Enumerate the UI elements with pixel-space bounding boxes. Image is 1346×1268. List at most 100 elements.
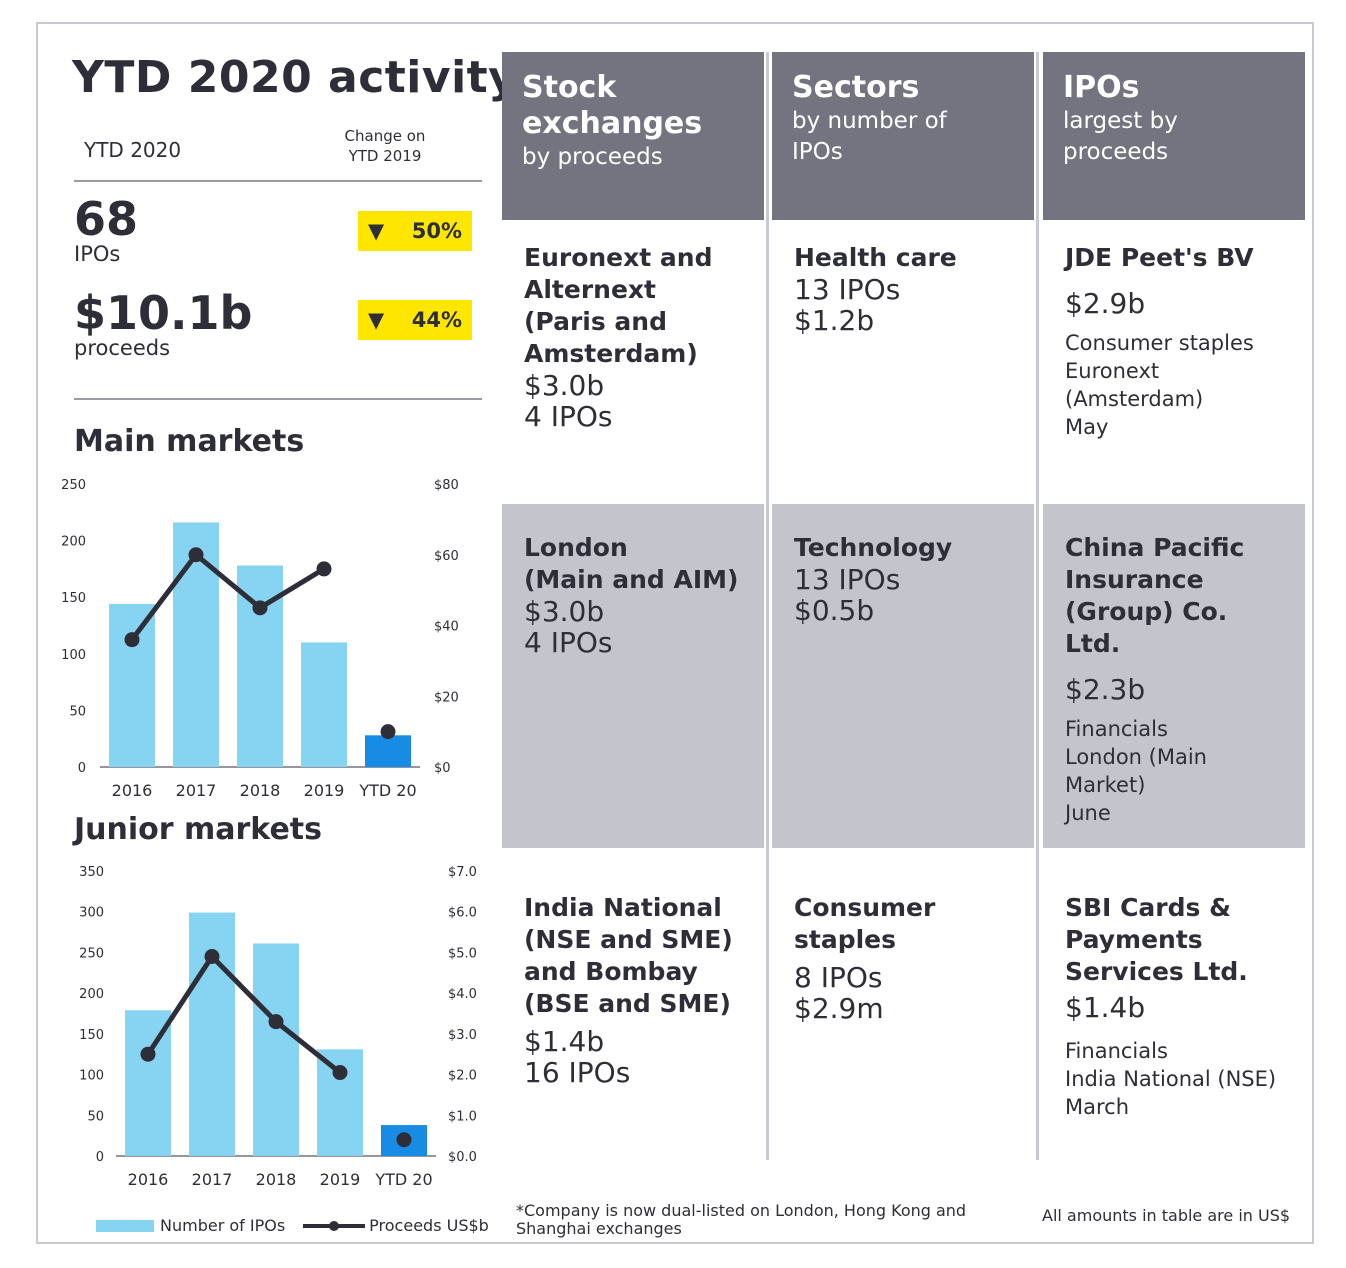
sector-name: Consumer [794, 893, 936, 922]
y-right-tick-label: $80 [434, 478, 459, 493]
ipo-proceeds: $2.3b [1065, 673, 1146, 706]
y-right-tick-label: $4.0 [448, 987, 477, 1002]
ipo-detail: March [1065, 1095, 1130, 1119]
junior-markets-chart: 0 50 100 150 200 250 300 350 $0.0 $1.0 $2.0 $3.0 $4.… [79, 865, 477, 1189]
y-left-tick-label: 150 [61, 591, 86, 606]
sector-name: Health care [794, 243, 957, 272]
y-left-tick-label: 200 [61, 535, 86, 550]
sector-ipos: 13 IPOs [794, 563, 901, 596]
y-right-tick-label: $6.0 [448, 906, 477, 921]
exchange-proceeds: $3.0b [524, 369, 605, 402]
exchange-name: (Paris and [524, 307, 667, 336]
frame-border [36, 22, 1314, 1244]
y-left-tick-label: 150 [79, 1028, 104, 1043]
proceeds-point [268, 1014, 284, 1030]
header-title: Stock [522, 70, 617, 105]
ipo-proceeds: $1.4b [1065, 991, 1146, 1024]
exchange-ipos: 16 IPOs [524, 1056, 631, 1089]
exchange-name: Euronext and [524, 243, 713, 272]
header-subtitle: by proceeds [522, 144, 663, 170]
kpi-ipos-label: IPOs [74, 242, 121, 266]
exchange-name: (Main and AIM) [524, 565, 739, 594]
ipo-cell: China Pacific Insurance (Group) Co. Ltd.… [1043, 504, 1305, 848]
x-tick-label: 2019 [304, 781, 345, 800]
y-left-tick-label: 0 [78, 761, 86, 776]
y-right-tick-label: $5.0 [448, 946, 477, 961]
legend-line-swatch [303, 1220, 366, 1231]
header-subtitle-2: IPOs [792, 139, 843, 165]
y-right-tick-label: $0.0 [448, 1150, 477, 1165]
header-subtitle: by number of [792, 108, 947, 134]
header-stock-exchanges: Stock exchanges by proceeds [502, 52, 764, 220]
header-title: Sectors [792, 70, 920, 105]
ipo-name: Services Ltd. [1065, 957, 1248, 986]
exchange-proceeds: $1.4b [524, 1025, 605, 1058]
y-left-tick-label: 100 [61, 648, 86, 663]
sector-name: staples [794, 925, 897, 954]
kpi-proceeds-change-badge: ▼ 44% [358, 300, 472, 340]
header-subtitle-2: proceeds [1063, 139, 1169, 165]
header-title-2: exchanges [522, 106, 703, 141]
sector-proceeds: $1.2b [794, 304, 875, 337]
ipo-detail: May [1065, 415, 1109, 439]
bar [365, 735, 411, 767]
ipo-cell: SBI Cards & Payments Services Ltd. $1.4b… [1043, 892, 1305, 1121]
down-triangle-icon: ▼ [368, 308, 385, 332]
legend-line-label: Proceeds US$b [369, 1216, 489, 1235]
kpi-ipos-change: 50% [411, 219, 462, 243]
x-tick-label: 2019 [320, 1170, 361, 1189]
y-right-tick-label: $20 [434, 690, 459, 705]
change-label-line-2: YTD 2019 [348, 147, 422, 165]
y-left-tick-label: 300 [79, 906, 104, 921]
kpi-ipos-value: 68 [74, 192, 139, 246]
sector-proceeds: $0.5b [794, 594, 875, 627]
exchange-cell: London (Main and AIM) $3.0b 4 IPOs [502, 504, 764, 848]
amounts-note: All amounts in table are in US$ [1042, 1206, 1291, 1225]
y-right-tick-label: $0 [434, 761, 451, 776]
exchange-cell: India National (NSE and SME) and Bombay … [502, 892, 764, 1088]
exchange-proceeds: $3.0b [524, 595, 605, 628]
ipo-detail: June [1065, 801, 1111, 825]
divider [74, 180, 482, 182]
ipo-name: Insurance [1065, 565, 1204, 594]
sector-ipos: 8 IPOs [794, 961, 883, 994]
legend-bar-label: Number of IPOs [160, 1216, 286, 1235]
sector-cell: Consumer staples 8 IPOs $2.9m [772, 892, 1034, 1024]
header-title: IPOs [1063, 70, 1140, 105]
y-right-tick-label: $7.0 [448, 865, 477, 880]
footnote-line: *Company is now dual-listed on London, H… [516, 1201, 967, 1220]
y-left-tick-label: 250 [79, 946, 104, 961]
junior-markets-title: Junior markets [74, 812, 322, 847]
x-tick-label: YTD 20 [374, 1170, 432, 1189]
bar [253, 943, 299, 1156]
x-tick-label: 2016 [112, 781, 153, 800]
y-left-tick-label: 200 [79, 987, 104, 1002]
proceeds-point [204, 949, 220, 964]
ipo-name: (Group) Co. Ltd. [1065, 597, 1228, 658]
kpi-proceeds-change: 44% [411, 308, 462, 332]
bar [173, 522, 219, 767]
proceeds-point [252, 600, 268, 616]
x-tick-label: 2017 [176, 781, 217, 800]
x-tick-label: 2018 [240, 781, 281, 800]
column-separator [766, 52, 769, 1160]
proceeds-point [188, 547, 204, 563]
kpi-ipos: 68 IPOs [74, 196, 138, 266]
kpi-ipos-change-badge: ▼ 50% [358, 211, 472, 251]
proceeds-point [124, 632, 140, 648]
change-label-line-1: Change on [344, 127, 426, 145]
sector-cell: Technology 13 IPOs $0.5b [772, 504, 1034, 848]
legend-bar-swatch [96, 1219, 154, 1232]
y-left-tick-label: 0 [96, 1150, 104, 1165]
proceeds-point [380, 724, 396, 740]
ipo-detail: Consumer staples [1065, 331, 1254, 355]
exchange-name: and Bombay [524, 957, 698, 986]
ipo-name: SBI Cards & [1065, 893, 1231, 922]
y-right-tick-label: $60 [434, 549, 459, 564]
x-tick-label: 2017 [192, 1170, 233, 1189]
ipo-name: JDE Peet's BV [1065, 243, 1254, 272]
ytd-label: YTD 2020 [84, 138, 182, 162]
ipo-detail: Financials [1065, 1039, 1168, 1063]
y-left-tick-label: 50 [69, 704, 86, 719]
exchange-name: Alternext [524, 275, 656, 304]
